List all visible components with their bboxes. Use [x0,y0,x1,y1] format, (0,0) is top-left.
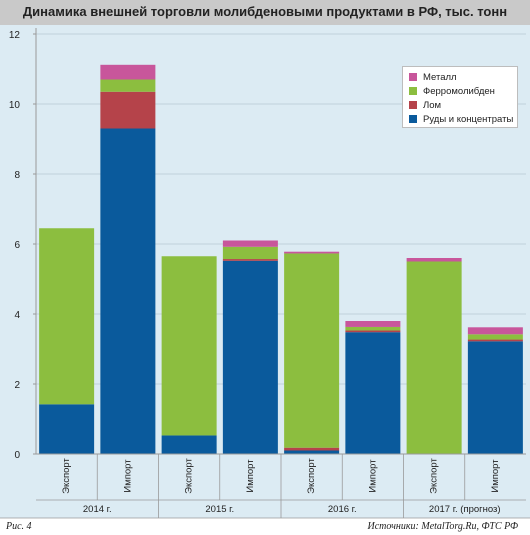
legend-item: Лом [409,98,517,112]
bar-segment [284,253,340,448]
y-tick-label: 10 [9,100,21,111]
bar-segment [161,435,217,454]
bar-segment [222,260,278,454]
bar-segment [345,330,401,333]
axis-layer: 0 2 4 6 8 10 12 Экспорт Импорт Экспорт Импорт Экспо… [0,28,530,519]
legend-swatch [409,73,417,81]
category-label: Импорт [122,459,133,493]
group-label: 2015 г. [205,504,234,515]
bar-segment [284,251,340,254]
bar-segment [222,246,278,260]
group-label: 2017 г. (прогноз) [429,504,501,515]
bar-segment [406,258,462,262]
bar-segment [100,64,156,80]
bar-segment [222,240,278,247]
y-tick-label: 12 [9,30,21,41]
category-label: Экспорт [61,458,72,494]
category-label: Экспорт [429,458,440,494]
bar-segment [345,321,401,327]
bar-segment [467,334,523,340]
legend-item: Металл [409,70,517,84]
category-label: Импорт [367,459,378,493]
group-label: 2014 г. [83,504,112,515]
legend-label: Лом [423,99,442,111]
bar-segment [467,339,523,342]
bar-segment [345,326,401,331]
legend-label: Руды и концентраты [423,113,514,125]
y-tick-label: 0 [14,450,20,461]
bar-segment [100,91,156,129]
bar-segment [284,450,340,454]
bar-segment [345,332,401,454]
bar-segment [406,261,462,454]
group-label: 2016 г. [328,504,357,515]
legend-label: Ферромолибден [423,85,495,97]
source-text: Источники: MetalTorg.Ru, ФТС РФ [367,521,518,532]
bar-segment [222,259,278,261]
bar-segment [467,341,523,454]
legend-swatch [409,101,417,109]
bar-segment [467,327,523,335]
legend-swatch [409,87,417,95]
y-tick-label: 8 [14,170,20,181]
y-tick-label: 2 [14,380,20,391]
bar-segment [100,128,156,454]
category-label: Импорт [245,459,256,493]
bar-layer [39,64,523,454]
bar-segment [39,228,95,405]
bar-segment [161,256,217,436]
legend: Металл Ферромолибден Лом Руды и концентраты [402,66,518,128]
y-tick-label: 4 [14,310,20,321]
category-label: Экспорт [306,458,317,494]
legend-item: Руды и концентраты [409,112,517,126]
title-bar [0,0,530,25]
category-label: Импорт [490,459,501,493]
category-label: Экспорт [184,458,195,494]
chart-title: Динамика внешней торговли молибденовыми … [22,4,508,19]
bar-segment [39,404,95,454]
legend-swatch [409,115,417,123]
bar-segment [284,447,340,451]
y-tick-label: 6 [14,240,20,251]
legend-label: Металл [423,71,457,83]
figure-label: Рис. 4 [6,521,32,532]
legend-item: Ферромолибден [409,84,517,98]
bar-segment [100,79,156,92]
